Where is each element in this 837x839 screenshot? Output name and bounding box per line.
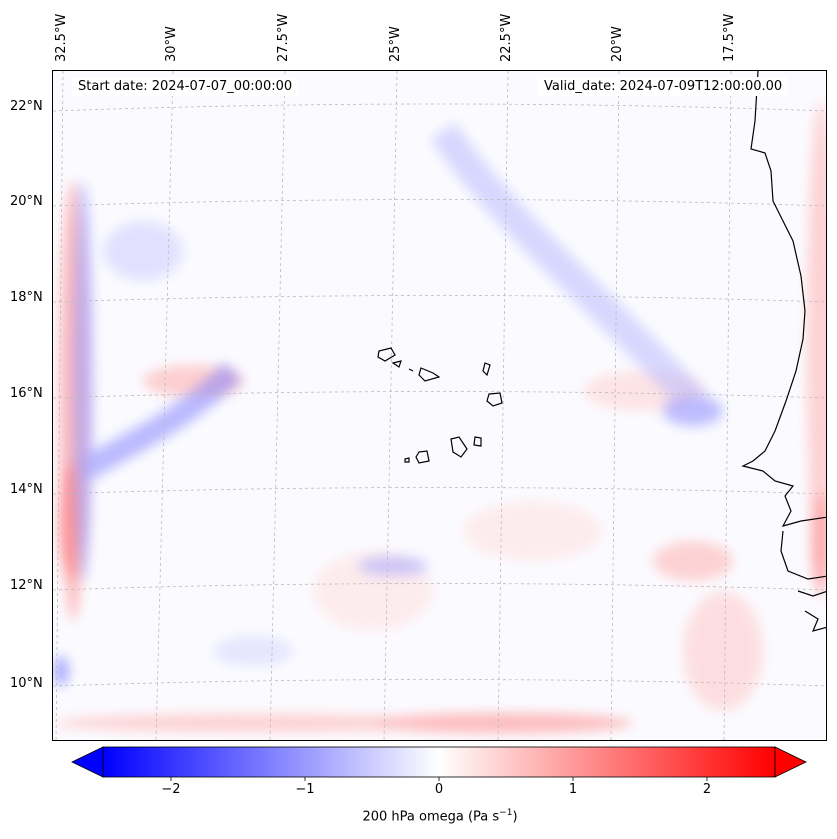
- lat-label-12n: 12°N: [10, 578, 43, 593]
- lat-label-18n: 18°N: [10, 290, 43, 305]
- lon-label-32-5w: 32.5°W: [54, 13, 69, 62]
- omega-field: [53, 71, 826, 740]
- lat-label-10n: 10°N: [10, 676, 43, 691]
- colorbar-ticks: [170, 777, 708, 781]
- lat-label-16n: 16°N: [10, 386, 43, 401]
- colorbar-tick-label: 2: [702, 782, 712, 797]
- cape-verde-islands: [377, 347, 503, 464]
- lon-label-22-5w: 22.5°W: [499, 13, 514, 62]
- colorbar-title-text: 200 hPa omega (Pa s: [362, 809, 500, 825]
- colorbar-title-close: ): [512, 809, 518, 825]
- lon-label-30w: 30°W: [164, 26, 179, 62]
- lon-label-17-5w: 17.5°W: [722, 13, 737, 62]
- coastline: [741, 71, 826, 632]
- colorbar-gradient: [102, 746, 776, 778]
- lon-label-27-5w: 27.5°W: [276, 13, 291, 62]
- lon-label-25w: 25°W: [388, 26, 403, 62]
- start-date-label: Start date: 2024-07-07_00:00:00: [72, 77, 299, 96]
- lat-label-14n: 14°N: [10, 482, 43, 497]
- colorbar-max-arrow: [774, 746, 807, 778]
- colorbar-tick-label: −2: [161, 782, 181, 797]
- colorbar-tick-label: 0: [434, 782, 444, 797]
- map-panel: [52, 70, 827, 741]
- colorbar-tick-label: −1: [295, 782, 315, 797]
- graticule: [53, 71, 826, 740]
- lon-label-20w: 20°W: [610, 26, 625, 62]
- colorbar-title: 200 hPa omega (Pa s−1): [362, 808, 517, 824]
- colorbar: [71, 746, 807, 781]
- colorbar-tick-label: 1: [568, 782, 578, 797]
- valid-date-label: Valid_date: 2024-07-09T12:00:00.00: [538, 77, 789, 96]
- colorbar-min-arrow: [71, 746, 104, 778]
- lat-label-22n: 22°N: [10, 99, 43, 114]
- colorbar-title-exponent: −1: [499, 808, 513, 818]
- lat-label-20n: 20°N: [10, 194, 43, 209]
